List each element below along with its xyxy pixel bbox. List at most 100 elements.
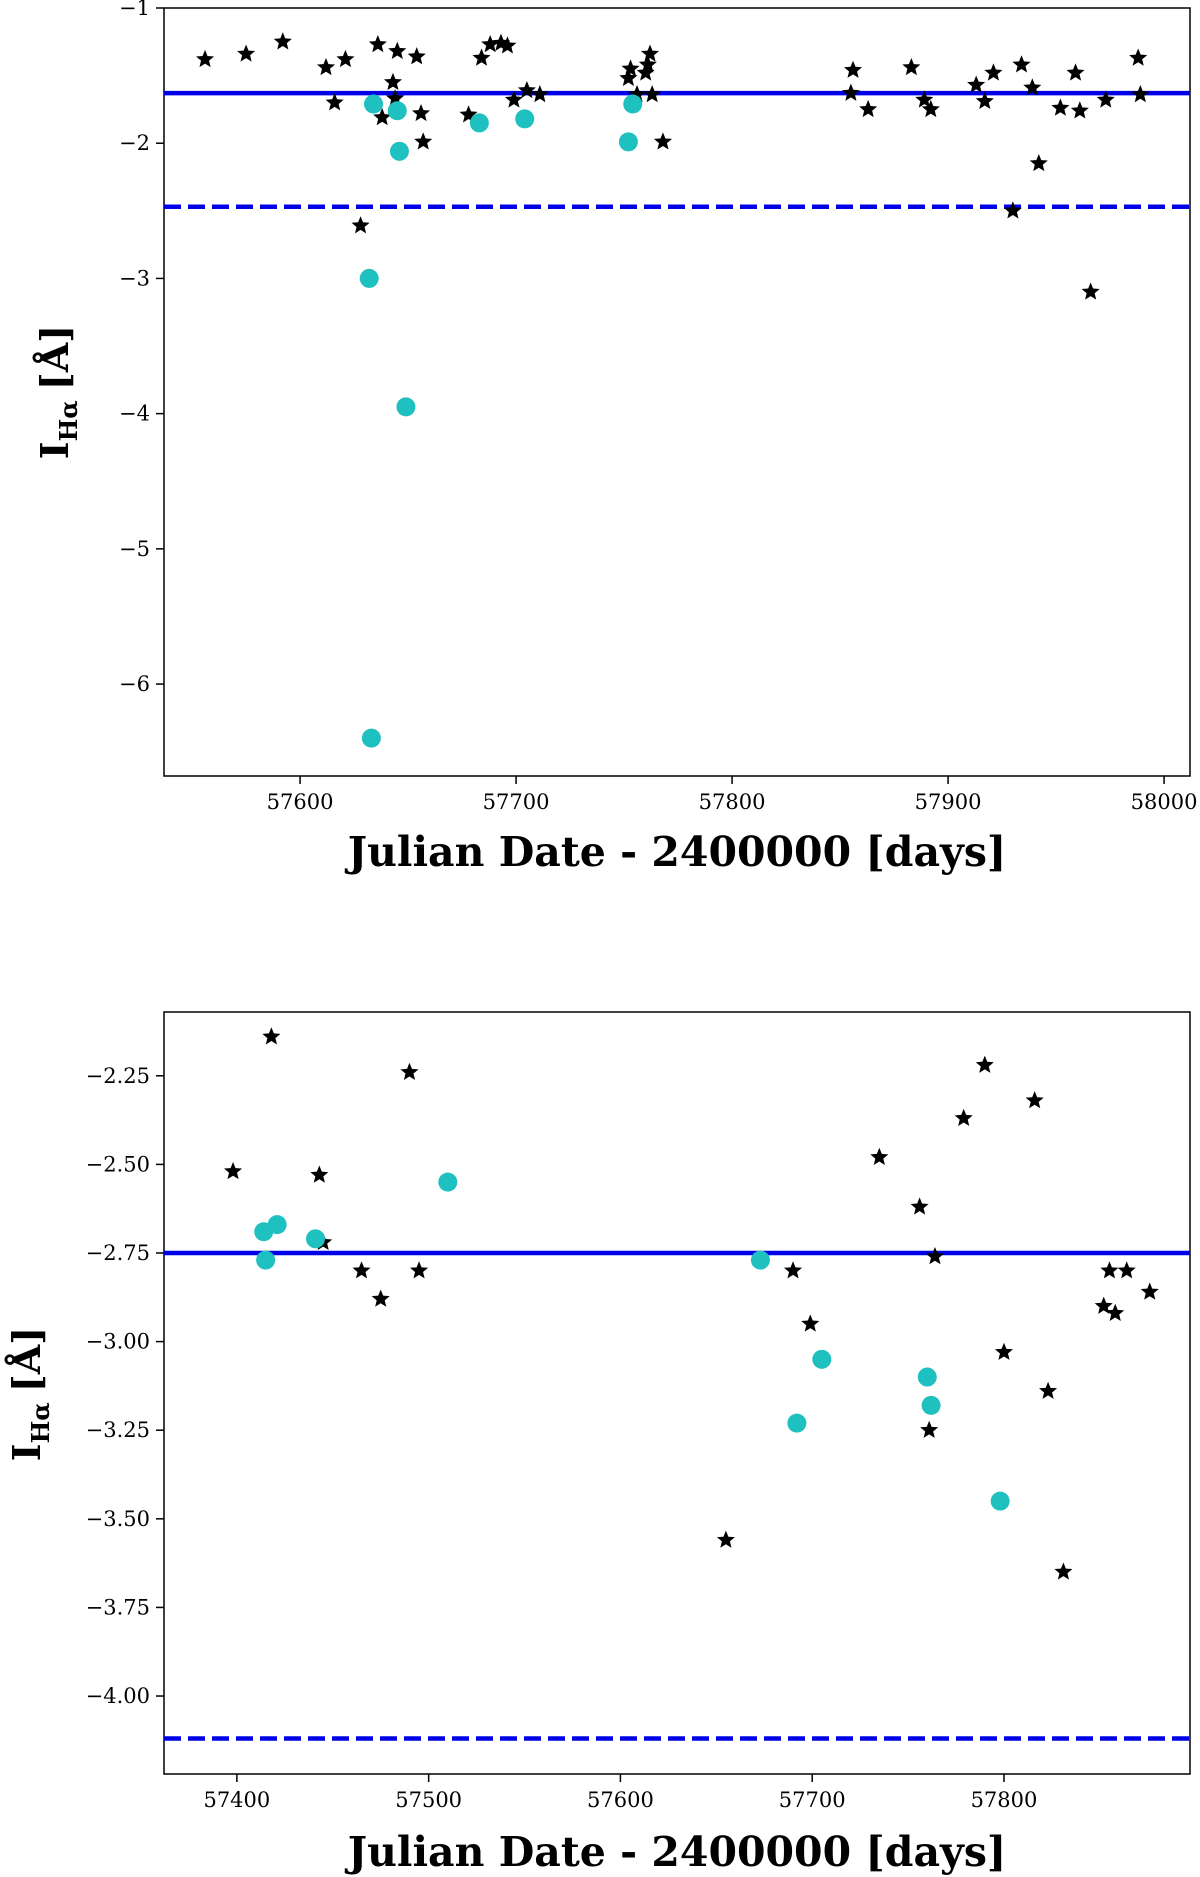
top-star-point [1129, 48, 1148, 66]
top-x-tick-label: 57600 [267, 790, 334, 814]
bottom-star-point [920, 1420, 939, 1438]
top-star-point [1131, 85, 1150, 103]
top-star-point [325, 93, 344, 111]
bottom-y-label-subscript: Hα [26, 1402, 55, 1443]
bottom-circle-point [750, 1250, 770, 1270]
top-y-tick-label: −5 [119, 537, 150, 561]
top-star-point [984, 63, 1003, 81]
top-y-tick-label: −6 [119, 672, 150, 696]
bottom-x-tick-label: 57700 [779, 1788, 846, 1812]
bottom-x-tick-label: 57400 [203, 1788, 270, 1812]
bottom-star-point [716, 1530, 735, 1548]
bottom-star-point [1140, 1282, 1159, 1300]
bottom-x-ticks: 57400 57500 57600 57700 57800 [203, 1774, 1037, 1812]
bottom-star-point [371, 1289, 390, 1307]
bottom-y-tick-label: −3.75 [86, 1595, 150, 1619]
top-star-point [915, 90, 934, 108]
bottom-star-point [1094, 1296, 1113, 1314]
bottom-star-point [1025, 1091, 1044, 1109]
bottom-star-point [262, 1027, 281, 1045]
top-circle-point [359, 268, 379, 288]
top-star-point [388, 41, 407, 59]
top-star-point [902, 57, 921, 76]
top-star-point [407, 47, 426, 65]
top-circle-point [387, 101, 407, 121]
top-star-point [530, 85, 549, 103]
top-star-point [1003, 201, 1022, 219]
bottom-star-point [310, 1165, 329, 1183]
top-star-point [481, 35, 500, 53]
bottom-data-marks [224, 1027, 1159, 1580]
top-star-point [316, 57, 336, 76]
top-x-tick-label: 57900 [915, 790, 982, 814]
top-star-point [859, 99, 878, 118]
bottom-x-tick-label: 57800 [971, 1788, 1038, 1812]
top-star-point [628, 85, 647, 103]
top-y-label-symbol: I [32, 441, 77, 459]
bottom-star-point [975, 1055, 994, 1073]
bottom-star-point [1117, 1261, 1136, 1279]
bottom-y-tick-label: −4.00 [86, 1684, 150, 1708]
top-star-point [472, 48, 491, 66]
top-star-point [336, 49, 355, 68]
top-circle-point [623, 94, 643, 114]
bottom-star-point [410, 1261, 429, 1279]
top-star-point [1012, 55, 1031, 73]
top-star-point [638, 55, 657, 73]
bottom-x-axis-label: Julian Date - 2400000 [days] [345, 1828, 1007, 1876]
bottom-x-tick-label: 57600 [587, 1788, 654, 1812]
bottom-panel: 57400 57500 57600 57700 57800 −2.25 −2.50 −2.7… [4, 1011, 1191, 1876]
bottom-circle-point [256, 1250, 276, 1270]
top-star-point [498, 36, 517, 54]
bottom-reference-lines [164, 1250, 1190, 1741]
bottom-y-ticks: −2.25 −2.50 −2.75 −3.00 −3.25 −3.50 −3.75 −4.00 [86, 1064, 164, 1708]
bottom-star-point [925, 1247, 944, 1265]
bottom-plot-frame [163, 1011, 1191, 1775]
bottom-star-point [994, 1342, 1014, 1360]
top-y-tick-label: −3 [119, 266, 150, 290]
bottom-y-label-symbol: I [4, 1443, 49, 1461]
top-x-axis-label: Julian Date - 2400000 [days] [345, 828, 1007, 876]
top-star-point [1029, 153, 1048, 172]
top-star-point [504, 90, 523, 108]
top-star-point [640, 44, 660, 62]
bottom-circle-point [306, 1229, 326, 1249]
top-star-point [844, 60, 863, 78]
top-y-ticks: −1 −2 −3 −4 −5 −6 [119, 0, 164, 696]
top-star-point [491, 33, 510, 51]
bottom-y-tick-label: −2.50 [86, 1152, 150, 1176]
top-circle-point [469, 113, 489, 133]
top-star-point [1070, 101, 1089, 119]
top-star-point [459, 105, 478, 123]
bottom-star-point [801, 1314, 820, 1332]
top-circle-point [361, 728, 381, 748]
top-plot-frame [163, 7, 1191, 777]
bottom-circle-point [917, 1367, 937, 1387]
top-star-point [1051, 98, 1070, 116]
bottom-circle-point [990, 1491, 1010, 1511]
bottom-circle-point [267, 1215, 287, 1235]
bottom-circle-point [438, 1172, 458, 1192]
top-y-tick-label: −2 [119, 131, 150, 155]
bottom-x-tick-label: 57500 [395, 1788, 462, 1812]
top-star-point [636, 63, 655, 81]
bottom-star-point [352, 1261, 371, 1279]
top-y-tick-label: −1 [119, 0, 150, 20]
top-data-marks [196, 32, 1150, 748]
bottom-star-point [1100, 1261, 1119, 1279]
top-star-point [841, 83, 860, 101]
top-star-point [196, 49, 215, 68]
top-x-tick-label: 58000 [1131, 790, 1198, 814]
top-circle-point [389, 141, 409, 161]
top-star-point [386, 89, 405, 107]
top-x-ticks: 57600 57700 57800 57900 58000 [267, 776, 1198, 814]
bottom-star-point [910, 1197, 929, 1215]
bottom-y-axis-label: IHα [Å] [4, 1327, 55, 1461]
top-y-label-subscript: Hα [54, 400, 83, 441]
bottom-star-point [224, 1161, 243, 1180]
bottom-y-tick-label: −3.50 [86, 1507, 150, 1531]
top-circle-point [364, 94, 384, 114]
top-star-point [1081, 282, 1100, 300]
bottom-star-point [870, 1147, 889, 1165]
top-circle-point [618, 132, 638, 152]
